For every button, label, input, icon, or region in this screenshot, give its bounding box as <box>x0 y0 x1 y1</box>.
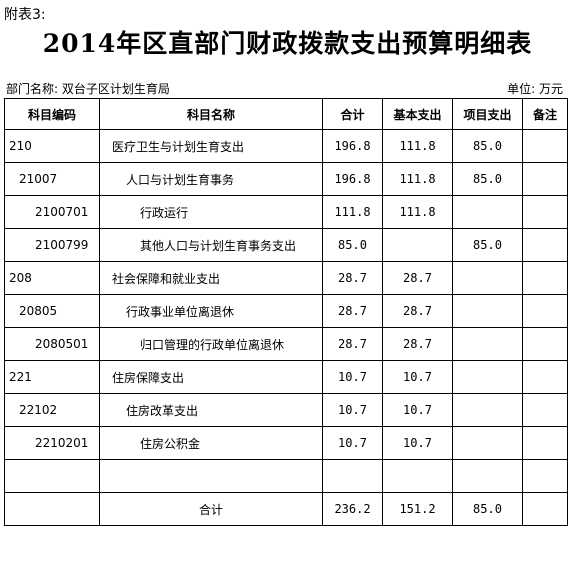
cell-code: 2210201 <box>4 426 100 460</box>
cell-code <box>4 492 100 526</box>
cell-note <box>522 162 568 196</box>
cell-basic: 111.8 <box>382 162 453 196</box>
cell-note <box>522 327 568 361</box>
cell-name: 归口管理的行政单位离退休 <box>99 327 323 361</box>
cell-basic: 28.7 <box>382 294 453 328</box>
table-row: 208 社会保障和就业支出 28.7 28.7 <box>4 261 568 295</box>
cell-name: 行政事业单位离退休 <box>99 294 323 328</box>
table-row: 21007 人口与计划生育事务 196.8 111.8 85.0 <box>4 162 568 196</box>
cell-basic: 28.7 <box>382 327 453 361</box>
header-note: 备注 <box>522 98 568 130</box>
cell-name: 其他人口与计划生育事务支出 <box>99 228 323 262</box>
header-basic: 基本支出 <box>382 98 453 130</box>
cell-code: 2100799 <box>4 228 100 262</box>
table-row: 221 住房保障支出 10.7 10.7 <box>4 360 568 394</box>
cell-code: 21007 <box>4 162 100 196</box>
cell-name: 医疗卫生与计划生育支出 <box>99 129 323 163</box>
cell-note <box>522 459 568 493</box>
cell-name <box>99 459 323 493</box>
total-sum: 236.2 <box>322 492 383 526</box>
cell-project <box>452 426 523 460</box>
cell-project: 85.0 <box>452 129 523 163</box>
cell-project <box>452 195 523 229</box>
cell-project <box>452 393 523 427</box>
table-row: 2080501 归口管理的行政单位离退休 28.7 28.7 <box>4 327 568 361</box>
cell-note <box>522 393 568 427</box>
cell-basic <box>382 459 453 493</box>
total-basic: 151.2 <box>382 492 453 526</box>
cell-note <box>522 228 568 262</box>
header-project: 项目支出 <box>452 98 523 130</box>
cell-total <box>322 459 383 493</box>
cell-project <box>452 360 523 394</box>
cell-name: 住房保障支出 <box>99 360 323 394</box>
table-row: 2100701 行政运行 111.8 111.8 <box>4 195 568 229</box>
unit-label: 单位: 万元 <box>507 82 563 96</box>
cell-project: 85.0 <box>452 228 523 262</box>
cell-total: 111.8 <box>322 195 383 229</box>
header-total: 合计 <box>322 98 383 130</box>
attachment-label: 附表3: <box>4 7 46 23</box>
cell-total: 28.7 <box>322 261 383 295</box>
cell-total: 10.7 <box>322 360 383 394</box>
table-row: 2210201 住房公积金 10.7 10.7 <box>4 426 568 460</box>
cell-basic: 10.7 <box>382 360 453 394</box>
department-name: 部门名称: 双台子区计划生育局 <box>6 82 170 96</box>
cell-total: 196.8 <box>322 162 383 196</box>
header-row: 科目编码 科目名称 合计 基本支出 项目支出 备注 <box>4 98 568 130</box>
cell-note <box>522 426 568 460</box>
cell-code <box>4 459 100 493</box>
table-row: 20805 行政事业单位离退休 28.7 28.7 <box>4 294 568 328</box>
cell-basic: 111.8 <box>382 129 453 163</box>
cell-code: 2100701 <box>4 195 100 229</box>
cell-total: 28.7 <box>322 327 383 361</box>
cell-name: 行政运行 <box>99 195 323 229</box>
cell-note <box>522 360 568 394</box>
table-row: 2100799 其他人口与计划生育事务支出 85.0 85.0 <box>4 228 568 262</box>
cell-basic: 10.7 <box>382 426 453 460</box>
cell-basic <box>382 228 453 262</box>
cell-note <box>522 261 568 295</box>
cell-total: 85.0 <box>322 228 383 262</box>
cell-basic: 111.8 <box>382 195 453 229</box>
cell-code: 22102 <box>4 393 100 427</box>
header-name: 科目名称 <box>99 98 323 130</box>
cell-total: 28.7 <box>322 294 383 328</box>
cell-note <box>522 492 568 526</box>
total-label: 合计 <box>99 492 323 526</box>
cell-name: 社会保障和就业支出 <box>99 261 323 295</box>
cell-project: 85.0 <box>452 162 523 196</box>
table-row-empty <box>4 459 568 493</box>
cell-total: 10.7 <box>322 393 383 427</box>
cell-code: 208 <box>4 261 100 295</box>
cell-total: 10.7 <box>322 426 383 460</box>
table-row: 22102 住房改革支出 10.7 10.7 <box>4 393 568 427</box>
cell-note <box>522 129 568 163</box>
table-row: 210 医疗卫生与计划生育支出 196.8 111.8 85.0 <box>4 129 568 163</box>
cell-code: 2080501 <box>4 327 100 361</box>
cell-code: 221 <box>4 360 100 394</box>
cell-project <box>452 261 523 295</box>
cell-name: 住房公积金 <box>99 426 323 460</box>
cell-name: 住房改革支出 <box>99 393 323 427</box>
cell-name: 人口与计划生育事务 <box>99 162 323 196</box>
cell-note <box>522 195 568 229</box>
cell-project <box>452 327 523 361</box>
total-project: 85.0 <box>452 492 523 526</box>
budget-table: 科目编码 科目名称 合计 基本支出 项目支出 备注 210 医疗卫生与计划生育支… <box>4 98 568 526</box>
cell-total: 196.8 <box>322 129 383 163</box>
cell-code: 20805 <box>4 294 100 328</box>
header-code: 科目编码 <box>4 98 100 130</box>
cell-project <box>452 459 523 493</box>
total-row: 合计 236.2 151.2 85.0 <box>4 492 568 526</box>
cell-note <box>522 294 568 328</box>
cell-project <box>452 294 523 328</box>
page-title: 2014年区直部门财政拨款支出预算明细表 <box>42 29 533 58</box>
cell-basic: 10.7 <box>382 393 453 427</box>
cell-code: 210 <box>4 129 100 163</box>
cell-basic: 28.7 <box>382 261 453 295</box>
